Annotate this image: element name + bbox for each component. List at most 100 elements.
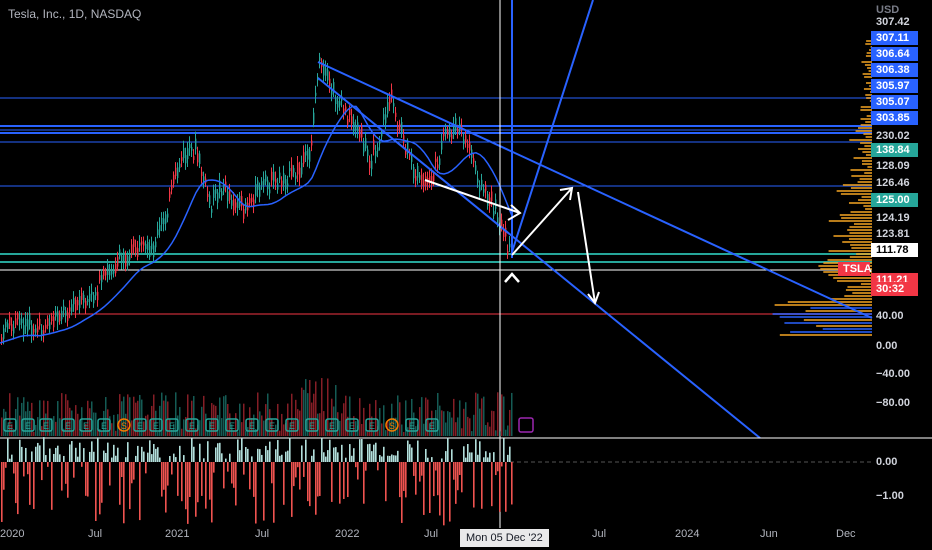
candle-body (193, 156, 195, 160)
volume-bar (129, 397, 131, 436)
volume-bar (477, 393, 479, 436)
candle-body (449, 128, 451, 138)
candle-body (131, 244, 133, 254)
oscillator-bar (291, 462, 293, 517)
candle-body (87, 299, 89, 303)
candle-body (57, 311, 59, 323)
candle-body (83, 294, 85, 303)
oscillator-bar (333, 447, 335, 462)
event-marker-earnings[interactable]: E (39, 418, 53, 432)
event-marker-earnings[interactable]: E (265, 418, 279, 432)
event-marker-earnings[interactable]: E (325, 418, 339, 432)
candle-body (297, 162, 299, 175)
event-marker-earnings[interactable]: E (21, 418, 35, 432)
event-marker-earnings[interactable]: E (285, 418, 299, 432)
svg-text:E: E (369, 421, 375, 431)
volume-bar (479, 408, 481, 436)
volume-bar (199, 420, 201, 436)
oscillator-bar (481, 462, 483, 509)
oscillator-bar (347, 462, 349, 498)
volume-bar (73, 429, 75, 436)
time-tick-label: Jul (592, 528, 607, 540)
volume-bar (37, 417, 39, 436)
oscillator-bar (273, 462, 275, 523)
candle-body (115, 263, 117, 274)
oscillator-bar (63, 455, 65, 462)
candle-body (447, 129, 449, 136)
volume-bar (239, 403, 241, 436)
volume-profile-bar (851, 175, 872, 177)
oscillator-bar (183, 455, 185, 462)
event-marker-earnings[interactable]: E (185, 418, 199, 432)
event-marker-split[interactable]: S (117, 418, 131, 432)
price-tick-label: 123.81 (876, 228, 910, 240)
volume-profile-bar (852, 292, 872, 294)
event-marker-earnings[interactable]: E (61, 418, 75, 432)
volume-profile-bar (864, 76, 872, 78)
oscillator-bar (223, 462, 225, 489)
time-tick-label: Dec (836, 528, 856, 540)
oscillator-bar (455, 462, 457, 504)
price-tick-label: 305.07 (871, 95, 918, 109)
event-marker-split[interactable]: S (385, 418, 399, 432)
event-marker-earnings[interactable]: E (225, 418, 239, 432)
oscillator-bar (453, 462, 455, 480)
candle-body (259, 187, 261, 197)
candle-body (365, 138, 367, 149)
oscillator-bar (181, 462, 183, 502)
volume-bar (353, 416, 355, 436)
candle-body (61, 311, 63, 320)
candle-body (381, 133, 383, 137)
event-marker-earnings[interactable]: E (3, 418, 17, 432)
oscillator-bar (437, 462, 439, 496)
candle-body (35, 328, 37, 333)
candle-body (155, 241, 157, 248)
svg-text:E: E (329, 421, 335, 431)
candle-body (151, 243, 153, 250)
candle-body (287, 183, 289, 187)
oscillator-bar (177, 462, 179, 496)
volume-bar (493, 411, 495, 436)
volume-profile-bar (857, 181, 872, 183)
oscillator-bar (459, 462, 461, 475)
candle-body (439, 158, 441, 165)
oscillator-bar (311, 455, 313, 462)
oscillator-bar (221, 453, 223, 462)
event-marker-earnings[interactable]: E (305, 418, 319, 432)
event-marker-earnings[interactable]: E (79, 418, 93, 432)
event-marker-earnings[interactable]: E (149, 418, 163, 432)
oscillator-bar (331, 462, 333, 502)
volume-bar (507, 425, 509, 436)
oscillator-bar (71, 441, 73, 462)
event-marker-earnings[interactable]: E (345, 418, 359, 432)
oscillator-bar (113, 444, 115, 462)
oscillator-bar (239, 450, 241, 462)
volume-bar (179, 407, 181, 436)
oscillator-bar (435, 462, 437, 471)
volume-bar (267, 393, 269, 436)
event-marker-earnings[interactable]: E (97, 418, 111, 432)
volume-bar (287, 403, 289, 436)
volume-bar (195, 428, 197, 436)
volume-profile-bar (865, 208, 872, 210)
oscillator-bar (171, 462, 173, 475)
event-marker-earnings[interactable]: E (365, 418, 379, 432)
event-marker-earnings[interactable]: E (165, 418, 179, 432)
event-marker-earnings[interactable]: E (133, 418, 147, 432)
event-marker-earnings[interactable]: E (425, 418, 439, 432)
volume-bar (165, 395, 167, 436)
volume-bar (69, 407, 71, 436)
oscillator-bar (345, 457, 347, 462)
candle-body (123, 251, 125, 262)
volume-bar (347, 416, 349, 436)
event-marker-earnings[interactable]: E (405, 418, 419, 432)
volume-bar (79, 428, 81, 436)
oscillator-bar (103, 450, 105, 462)
oscillator-bar (339, 462, 341, 504)
event-marker-earnings[interactable]: E (245, 418, 259, 432)
oscillator-bar (45, 455, 47, 462)
event-marker-earnings[interactable]: E (205, 418, 219, 432)
candle-body (397, 124, 399, 130)
candle-body (291, 164, 293, 177)
